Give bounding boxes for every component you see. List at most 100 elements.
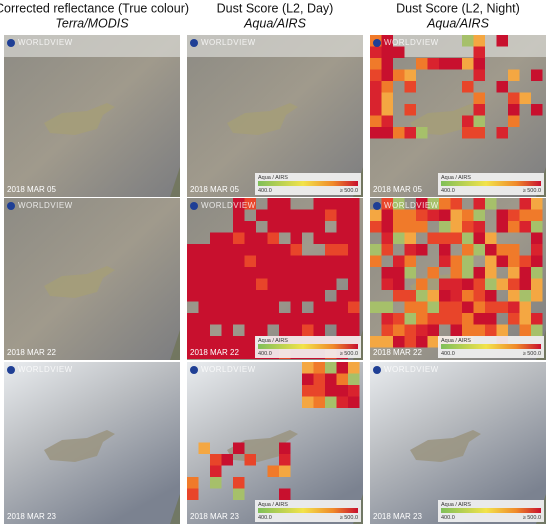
dust-cell [473, 115, 485, 127]
dust-cell [508, 92, 520, 104]
dust-cell [256, 232, 268, 244]
dust-cell [348, 267, 360, 279]
dust-cell [313, 232, 325, 244]
dust-cell [496, 127, 508, 139]
dust-cell [290, 324, 302, 336]
dust-cell [279, 267, 291, 279]
cloud-band [4, 35, 180, 57]
dust-cell [531, 255, 543, 267]
dust-cell [381, 336, 393, 348]
dust-cell [256, 209, 268, 221]
dust-cell [416, 336, 428, 348]
dust-cell [187, 244, 199, 256]
dust-cell [416, 127, 428, 139]
dust-cell [244, 301, 256, 313]
dust-cell [485, 255, 497, 267]
legend-min: 400.0 [258, 515, 272, 521]
dust-cell [325, 278, 337, 290]
dust-cell [485, 278, 497, 290]
dust-cell [370, 92, 382, 104]
legend-max: ≥ 500.0 [340, 515, 358, 521]
dust-cell [336, 232, 348, 244]
dust-cell [531, 104, 543, 116]
dust-cell [187, 477, 199, 489]
dust-cell [450, 324, 462, 336]
dust-cell [336, 244, 348, 256]
dust-cell [325, 373, 337, 385]
logo [7, 39, 15, 47]
date-label: 2018 MAR 05 [7, 185, 56, 194]
dust-cell [427, 198, 439, 210]
dust-cell [508, 115, 520, 127]
dust-cell [221, 347, 233, 359]
date-label: 2018 MAR 05 [190, 185, 239, 194]
dust-cell [302, 385, 314, 397]
dust-cell [336, 221, 348, 233]
dust-cell [267, 278, 279, 290]
panel: WORLDVIEW 2018 MAR 22 [4, 198, 180, 360]
watermark: WORLDVIEW [201, 38, 256, 47]
dust-cell [325, 244, 337, 256]
dust-cell [462, 81, 474, 93]
watermark: WORLDVIEW [18, 38, 73, 47]
dust-cell [233, 477, 245, 489]
dust-cell [450, 198, 462, 210]
dust-cell [381, 244, 393, 256]
dust-cell [336, 396, 348, 408]
dust-cell [496, 278, 508, 290]
dust-cell [531, 209, 543, 221]
dust-cell [404, 336, 416, 348]
dust-cell [348, 362, 360, 374]
dust-cell [531, 278, 543, 290]
dust-cell [233, 301, 245, 313]
watermark: WORLDVIEW [201, 365, 256, 374]
dust-cell [416, 290, 428, 302]
column-subtitle: Aqua/AIRS [426, 16, 490, 30]
logo [7, 366, 15, 374]
dust-cell [187, 324, 199, 336]
dust-cell [473, 46, 485, 58]
dust-cell [256, 301, 268, 313]
dust-cell [416, 301, 428, 313]
dust-cell [473, 92, 485, 104]
dust-cell [496, 209, 508, 221]
dust-cell [473, 232, 485, 244]
dust-cell [233, 232, 245, 244]
dust-cell [233, 347, 245, 359]
dust-cell [290, 209, 302, 221]
dust-cell [473, 301, 485, 313]
dust-cell [210, 244, 222, 256]
dust-cell [473, 278, 485, 290]
dust-cell [198, 324, 210, 336]
dust-cell [244, 278, 256, 290]
dust-cell [221, 232, 233, 244]
dust-cell [348, 244, 360, 256]
dust-cell [267, 267, 279, 279]
watermark: WORLDVIEW [18, 201, 73, 210]
dust-cell [279, 244, 291, 256]
legend-min: 400.0 [441, 351, 455, 357]
dust-cell [508, 69, 520, 81]
dust-cell [313, 396, 325, 408]
dust-cell [439, 58, 451, 70]
dust-cell [336, 385, 348, 397]
dust-cell [198, 267, 210, 279]
dust-cell [404, 301, 416, 313]
dust-cell [508, 290, 520, 302]
dust-cell [210, 465, 222, 477]
dust-cell [450, 301, 462, 313]
dust-cell [416, 58, 428, 70]
dust-cell [336, 255, 348, 267]
legend-min: 400.0 [441, 188, 455, 194]
dust-cell [302, 278, 314, 290]
dust-cell [496, 301, 508, 313]
dust-cell [485, 324, 497, 336]
dust-cell [313, 301, 325, 313]
dust-cell [462, 278, 474, 290]
dust-cell [381, 278, 393, 290]
dust-cell [473, 198, 485, 210]
dust-cell [519, 278, 531, 290]
date-label: 2018 MAR 22 [190, 348, 239, 357]
dust-cell [244, 313, 256, 325]
